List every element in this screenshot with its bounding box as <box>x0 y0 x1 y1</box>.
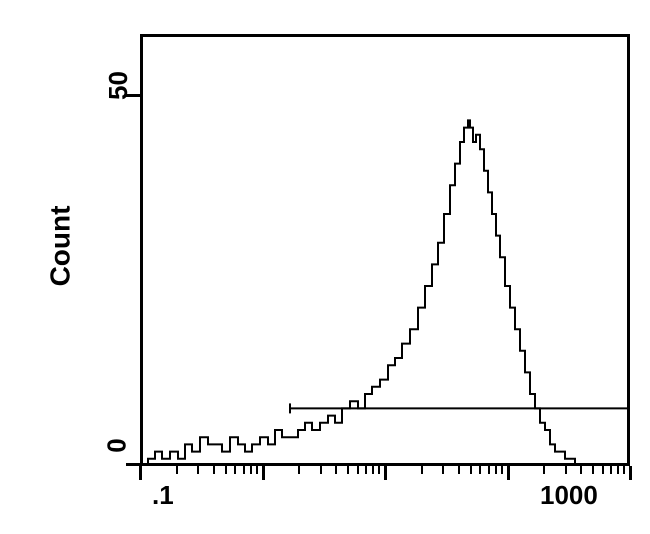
x-minor-tick <box>442 466 444 474</box>
x-major-tick <box>629 466 632 480</box>
x-minor-tick <box>602 466 604 474</box>
x-tick-label-1000: 1000 <box>540 480 598 511</box>
x-minor-tick <box>580 466 582 474</box>
x-minor-tick <box>320 466 322 474</box>
x-minor-tick <box>357 466 359 474</box>
x-minor-tick <box>234 466 236 474</box>
y-axis-label: Count <box>44 206 76 287</box>
x-major-tick <box>384 466 387 480</box>
x-minor-tick <box>610 466 612 474</box>
x-minor-tick <box>250 466 252 474</box>
x-minor-tick <box>372 466 374 474</box>
x-minor-tick <box>488 466 490 474</box>
x-minor-tick <box>565 466 567 474</box>
x-minor-tick <box>378 466 380 474</box>
x-minor-tick <box>256 466 258 474</box>
x-major-tick <box>507 466 510 480</box>
x-minor-tick <box>623 466 625 474</box>
x-minor-tick <box>458 466 460 474</box>
flow-cytometry-histogram: Count 0 50 .1 1000 <box>60 20 620 500</box>
x-minor-tick <box>479 466 481 474</box>
histogram-trace <box>140 120 630 466</box>
x-minor-tick <box>225 466 227 474</box>
y-axis-tick-0 <box>126 463 140 466</box>
x-minor-tick <box>335 466 337 474</box>
x-major-tick <box>262 466 265 480</box>
y-tick-0: 0 <box>102 438 133 452</box>
x-minor-tick <box>592 466 594 474</box>
x-minor-tick <box>543 466 545 474</box>
x-major-tick <box>139 466 142 480</box>
x-minor-tick <box>213 466 215 474</box>
x-minor-tick <box>298 466 300 474</box>
x-minor-tick <box>421 466 423 474</box>
x-minor-tick <box>176 466 178 474</box>
x-minor-tick <box>495 466 497 474</box>
x-minor-tick <box>365 466 367 474</box>
histogram-svg <box>140 34 630 466</box>
x-minor-tick <box>470 466 472 474</box>
x-minor-tick <box>501 466 503 474</box>
y-axis-tick-50 <box>126 94 140 97</box>
x-tick-label-0p1: .1 <box>152 480 174 511</box>
x-minor-tick <box>347 466 349 474</box>
x-minor-tick <box>243 466 245 474</box>
x-minor-tick <box>617 466 619 474</box>
x-minor-tick <box>197 466 199 474</box>
